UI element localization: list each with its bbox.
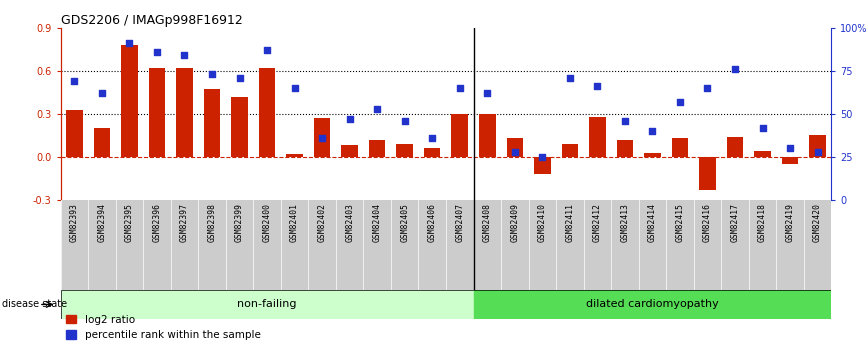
Point <box>507 149 521 155</box>
Bar <box>397 144 413 157</box>
Text: GSM82393: GSM82393 <box>70 203 79 242</box>
Bar <box>644 152 661 157</box>
Bar <box>589 117 605 157</box>
Point <box>481 90 494 96</box>
Text: GSM82415: GSM82415 <box>675 203 684 242</box>
Bar <box>259 68 275 157</box>
Bar <box>810 135 826 157</box>
Text: GSM82418: GSM82418 <box>758 203 767 242</box>
Text: GDS2206 / IMAGp998F16912: GDS2206 / IMAGp998F16912 <box>61 14 242 27</box>
Text: GSM82407: GSM82407 <box>456 203 464 242</box>
Text: GSM82413: GSM82413 <box>620 203 630 242</box>
Text: GSM82397: GSM82397 <box>180 203 189 242</box>
Legend: log2 ratio, percentile rank within the sample: log2 ratio, percentile rank within the s… <box>66 315 261 340</box>
Text: dilated cardiomyopathy: dilated cardiomyopathy <box>586 299 719 309</box>
Bar <box>754 151 771 157</box>
Point <box>68 78 81 84</box>
Point <box>811 149 824 155</box>
Point <box>150 49 164 55</box>
Point <box>315 135 329 141</box>
Point <box>205 71 219 77</box>
Bar <box>617 140 633 157</box>
Point <box>453 85 467 91</box>
Text: GSM82398: GSM82398 <box>208 203 216 242</box>
Bar <box>727 137 743 157</box>
Bar <box>474 290 831 319</box>
Text: GSM82396: GSM82396 <box>152 203 161 242</box>
Bar <box>534 157 551 174</box>
Bar <box>451 114 468 157</box>
Point <box>343 116 357 122</box>
Point <box>425 135 439 141</box>
Bar <box>313 118 331 157</box>
Bar <box>341 146 358 157</box>
Point <box>591 83 604 89</box>
Text: non-failing: non-failing <box>237 299 297 309</box>
Point <box>260 47 274 53</box>
Bar <box>507 138 523 157</box>
Point <box>95 90 109 96</box>
Point <box>673 99 687 105</box>
Text: GSM82404: GSM82404 <box>372 203 382 242</box>
Text: GSM82400: GSM82400 <box>262 203 272 242</box>
Point <box>728 66 742 72</box>
Point <box>783 146 797 151</box>
Bar <box>782 157 798 164</box>
Text: disease state: disease state <box>2 299 67 309</box>
Point <box>563 75 577 80</box>
Point <box>701 85 714 91</box>
Text: GSM82394: GSM82394 <box>97 203 107 242</box>
Bar <box>61 290 474 319</box>
Point <box>178 52 191 58</box>
Text: GSM82417: GSM82417 <box>731 203 740 242</box>
Text: GSM82409: GSM82409 <box>510 203 520 242</box>
Point <box>122 40 136 46</box>
Bar <box>121 45 138 157</box>
Point <box>645 128 659 134</box>
Point <box>756 125 770 130</box>
Bar <box>561 144 578 157</box>
Text: GSM82403: GSM82403 <box>346 203 354 242</box>
Text: GSM82399: GSM82399 <box>235 203 244 242</box>
Text: GSM82401: GSM82401 <box>290 203 299 242</box>
Bar <box>672 138 688 157</box>
Bar <box>479 114 495 157</box>
Text: GSM82395: GSM82395 <box>125 203 134 242</box>
Text: GSM82406: GSM82406 <box>428 203 436 242</box>
Bar <box>94 128 110 157</box>
Text: GSM82402: GSM82402 <box>318 203 326 242</box>
Text: GSM82410: GSM82410 <box>538 203 546 242</box>
Bar <box>231 97 248 157</box>
Text: GSM82408: GSM82408 <box>482 203 492 242</box>
Text: GSM82405: GSM82405 <box>400 203 410 242</box>
Bar <box>699 157 715 190</box>
Text: GSM82420: GSM82420 <box>813 203 822 242</box>
Text: GSM82411: GSM82411 <box>565 203 574 242</box>
Bar <box>61 200 831 290</box>
Bar <box>177 68 193 157</box>
Bar <box>369 140 385 157</box>
Bar <box>149 68 165 157</box>
Bar <box>66 110 82 157</box>
Point <box>371 106 385 111</box>
Bar <box>287 154 303 157</box>
Text: GSM82414: GSM82414 <box>648 203 657 242</box>
Text: GSM82416: GSM82416 <box>703 203 712 242</box>
Text: GSM82412: GSM82412 <box>593 203 602 242</box>
Bar <box>204 89 220 157</box>
Point <box>535 154 549 160</box>
Point <box>288 85 301 91</box>
Point <box>618 118 632 124</box>
Point <box>233 75 247 80</box>
Bar <box>424 148 441 157</box>
Text: GSM82419: GSM82419 <box>785 203 795 242</box>
Point <box>397 118 411 124</box>
